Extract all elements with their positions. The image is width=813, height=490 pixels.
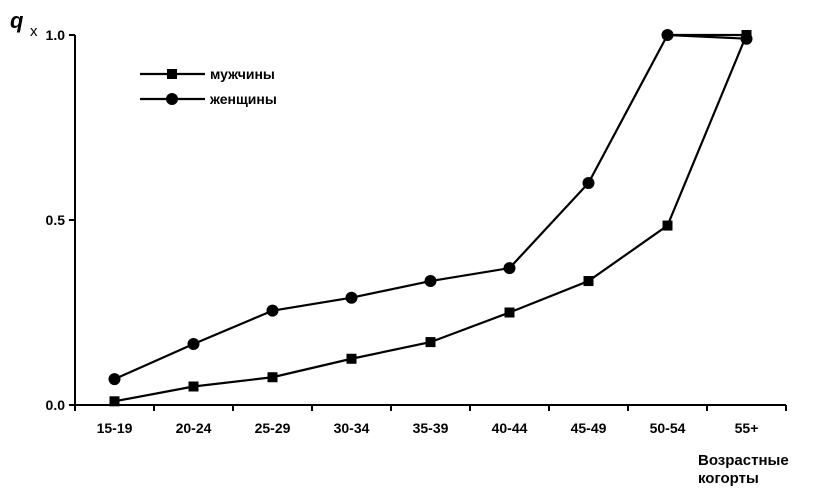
series-1	[109, 30, 752, 407]
data-point	[266, 304, 279, 317]
y-tick-label: 1.0	[46, 27, 66, 43]
data-point	[425, 337, 436, 348]
data-point	[345, 291, 358, 304]
x-tick-label: 20-24	[176, 420, 212, 436]
x-tick-label: 25-29	[255, 420, 291, 436]
x-axis-label-line1: Возрастные	[698, 452, 789, 469]
data-point	[108, 373, 121, 386]
x-axis-label-line2: когорты	[698, 470, 759, 487]
x-tick-label: 15-19	[97, 420, 133, 436]
legend-marker	[167, 69, 177, 79]
x-tick-label: 40-44	[492, 420, 528, 436]
x-tick-label: 30-34	[334, 420, 370, 436]
x-tick-label: 55+	[735, 420, 759, 436]
data-point	[187, 337, 200, 350]
data-point	[267, 372, 278, 383]
data-point	[109, 396, 120, 407]
series-layer	[108, 29, 753, 407]
y-tick-label: 0.0	[46, 397, 66, 413]
data-point	[582, 177, 595, 189]
data-point	[662, 220, 673, 231]
axes: 0.0 0.5 1.0 15-19 20-24 25-29 30-34 35-39 40-44 4…	[46, 27, 787, 436]
legend-label: мужчины	[210, 66, 275, 82]
legend: мужчины женщины	[140, 66, 277, 107]
series-2	[108, 29, 753, 386]
y-axis-label-subscript: x	[30, 23, 38, 40]
x-tick-label: 35-39	[413, 420, 449, 436]
y-axis-label: q	[10, 8, 24, 33]
data-point	[188, 381, 199, 392]
legend-label: женщины	[209, 91, 277, 107]
x-tick-label: 45-49	[571, 420, 607, 436]
data-point	[346, 353, 357, 364]
data-point	[504, 307, 515, 318]
data-point	[503, 262, 516, 275]
data-point	[424, 275, 437, 288]
x-tick-label: 50-54	[650, 420, 686, 436]
data-point	[583, 276, 594, 287]
x-axis-label: Возрастные когорты	[698, 452, 789, 488]
y-tick-label: 0.5	[46, 212, 66, 228]
series-line	[114, 33, 747, 381]
legend-marker	[166, 93, 178, 105]
